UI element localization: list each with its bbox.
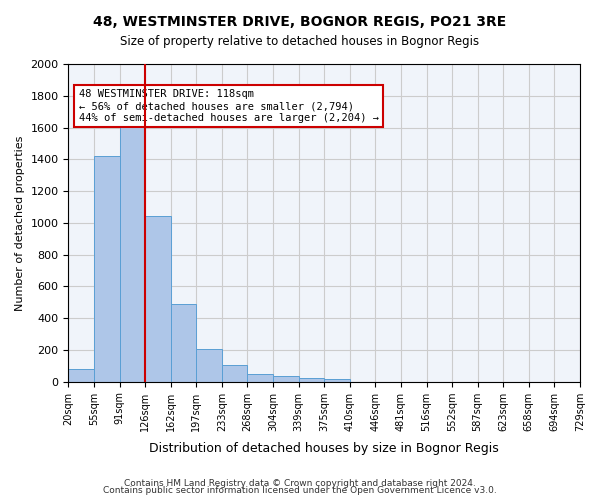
Text: 48 WESTMINSTER DRIVE: 118sqm
← 56% of detached houses are smaller (2,794)
44% of: 48 WESTMINSTER DRIVE: 118sqm ← 56% of de… bbox=[79, 90, 379, 122]
Bar bbox=[273, 376, 299, 382]
Bar bbox=[171, 304, 196, 382]
Text: Contains HM Land Registry data © Crown copyright and database right 2024.: Contains HM Land Registry data © Crown c… bbox=[124, 478, 476, 488]
Bar bbox=[119, 126, 145, 382]
Bar bbox=[145, 216, 171, 382]
Bar bbox=[222, 365, 247, 382]
Bar bbox=[196, 349, 222, 382]
Bar bbox=[299, 378, 324, 382]
Text: Contains public sector information licensed under the Open Government Licence v3: Contains public sector information licen… bbox=[103, 486, 497, 495]
Y-axis label: Number of detached properties: Number of detached properties bbox=[15, 135, 25, 310]
Bar bbox=[247, 374, 273, 382]
Bar bbox=[94, 156, 119, 382]
Bar bbox=[68, 369, 94, 382]
Bar bbox=[324, 379, 350, 382]
Text: 48, WESTMINSTER DRIVE, BOGNOR REGIS, PO21 3RE: 48, WESTMINSTER DRIVE, BOGNOR REGIS, PO2… bbox=[94, 15, 506, 29]
X-axis label: Distribution of detached houses by size in Bognor Regis: Distribution of detached houses by size … bbox=[149, 442, 499, 455]
Text: Size of property relative to detached houses in Bognor Regis: Size of property relative to detached ho… bbox=[121, 35, 479, 48]
